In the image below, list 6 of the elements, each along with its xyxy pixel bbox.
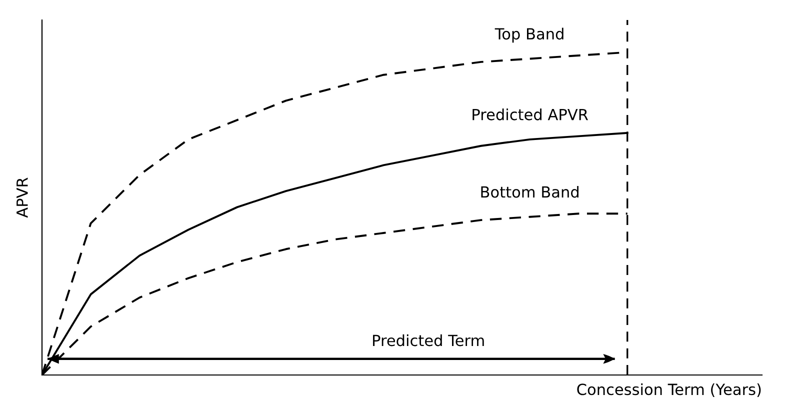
series-label: Bottom Band xyxy=(481,186,578,198)
annotation: Predicted Term xyxy=(373,334,484,346)
series-label: Predicted APVR xyxy=(472,108,588,120)
y-axis-title: APVR xyxy=(16,178,28,218)
series-label: Top Band xyxy=(494,28,564,43)
x-axis-title: Concession Term (Years) xyxy=(577,383,761,397)
